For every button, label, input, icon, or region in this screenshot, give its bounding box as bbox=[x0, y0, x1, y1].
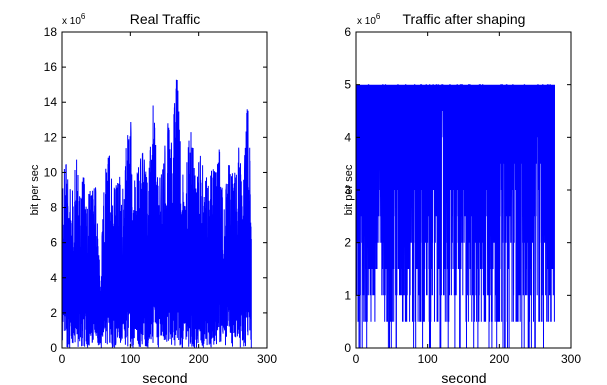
y-tick-label: 3 bbox=[344, 183, 351, 197]
y-tick-label: 10 bbox=[44, 165, 58, 179]
series-line bbox=[61, 79, 252, 349]
y-tick-label: 0 bbox=[344, 341, 351, 355]
y-tick-label: 6 bbox=[50, 236, 57, 250]
y-tick-label: 2 bbox=[50, 306, 57, 320]
y-tick-label: 2 bbox=[344, 236, 351, 250]
y-tick-label: 18 bbox=[44, 25, 58, 39]
x-tick-label: 300 bbox=[257, 352, 277, 366]
axes: 0 1 2 3 4 5 6 0 100 200 300 bbox=[344, 25, 581, 366]
y-tick-label: 14 bbox=[44, 95, 58, 109]
x-tick-label: 300 bbox=[561, 352, 581, 366]
chart-title: Real Traffic bbox=[130, 11, 201, 27]
y-tick-label: 16 bbox=[44, 60, 58, 74]
y-multiplier-exponent: 6 bbox=[81, 12, 86, 21]
chart-traffic-after-shaping: Traffic after shaping x 106 0 1 2 3 4 5 6 0 100 2… bbox=[343, 11, 581, 385]
x-tick-label: 0 bbox=[59, 352, 66, 366]
y-axis-label: bit per sec bbox=[343, 164, 355, 215]
data-lines bbox=[355, 84, 555, 349]
x-axis-label: second bbox=[142, 370, 187, 385]
x-axis-label: second bbox=[441, 370, 486, 385]
chart-title: Traffic after shaping bbox=[403, 11, 526, 27]
x-tick-label: 100 bbox=[120, 352, 140, 366]
y-tick-label: 4 bbox=[50, 271, 57, 285]
y-tick-label: 6 bbox=[344, 25, 351, 39]
data-lines bbox=[61, 79, 252, 349]
x-tick-label: 0 bbox=[353, 352, 360, 366]
y-tick-label: 4 bbox=[344, 130, 351, 144]
x-tick-label: 100 bbox=[418, 352, 438, 366]
y-tick-label: 5 bbox=[344, 78, 351, 92]
plot-frame bbox=[61, 31, 268, 349]
x-tick-label: 200 bbox=[189, 352, 209, 366]
y-axis-label: bit per sec bbox=[29, 164, 41, 215]
y-tick-label: 1 bbox=[344, 288, 351, 302]
axes: 0 2 4 6 8 10 12 14 16 18 0 100 200 300 bbox=[44, 25, 278, 366]
y-tick-label: 0 bbox=[50, 341, 57, 355]
y-tick-label: 8 bbox=[50, 201, 57, 215]
y-multiplier: x 106 bbox=[357, 12, 381, 27]
y-multiplier-exponent: 6 bbox=[376, 12, 381, 21]
series-line bbox=[355, 84, 555, 349]
y-tick-label: 12 bbox=[44, 130, 58, 144]
x-tick-label: 200 bbox=[489, 352, 509, 366]
y-multiplier: x 106 bbox=[62, 12, 86, 27]
